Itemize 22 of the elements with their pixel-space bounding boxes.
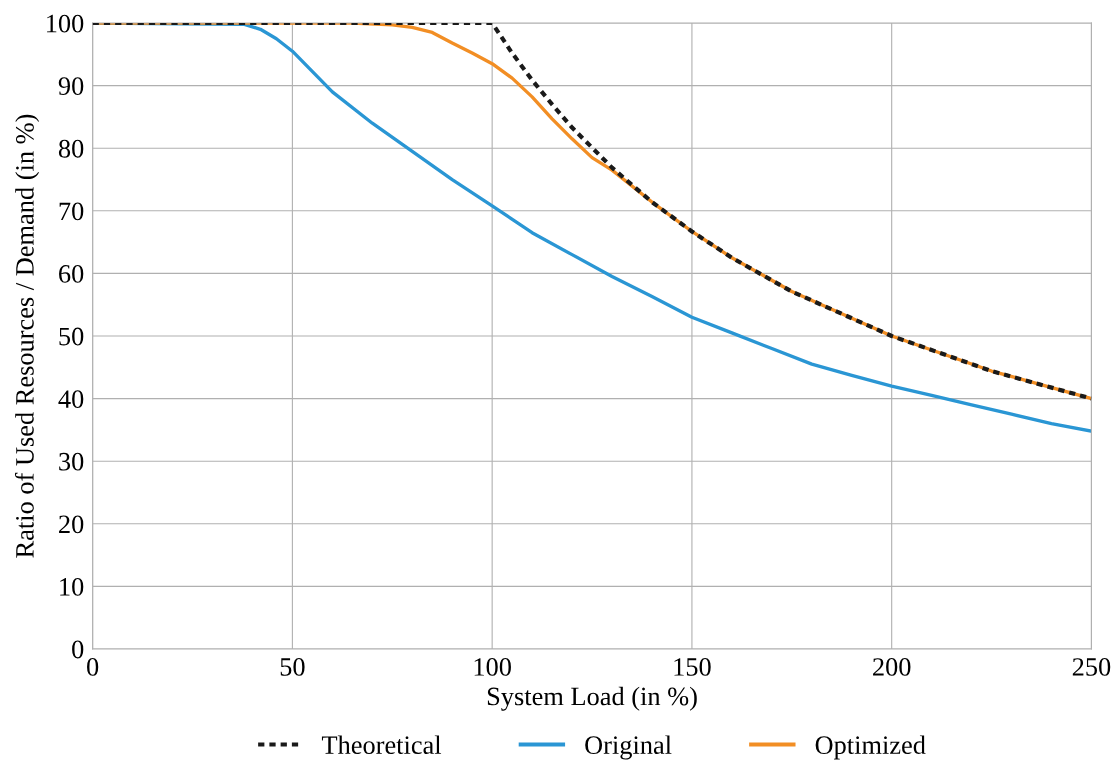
- x-tick-label: 250: [1072, 658, 1111, 676]
- y-tick-label: 70: [59, 202, 84, 221]
- y-tick-label: 30: [59, 452, 84, 471]
- y-tick-label: 80: [58, 139, 84, 158]
- y-tick-label: 100: [47, 14, 84, 33]
- y-tick-label: 20: [59, 515, 84, 534]
- y-tick-label: 60: [59, 265, 84, 283]
- y-tick-label: 10: [60, 577, 84, 596]
- y-tick-label: 90: [58, 77, 84, 96]
- y-tick-label: 50: [59, 327, 84, 346]
- x-tick-label: 50: [280, 658, 305, 676]
- legend-label: Theoretical: [321, 735, 442, 755]
- x-tick-label: 200: [873, 658, 911, 676]
- x-tick-label: 150: [674, 658, 711, 676]
- legend-label: Optimized: [815, 735, 926, 760]
- x-axis-title: System Load (in %): [487, 686, 697, 711]
- y-tick-label: 0: [72, 640, 84, 659]
- y-tick-label: 40: [58, 390, 84, 409]
- legend-label: Original: [585, 735, 672, 760]
- x-tick-label: 0: [87, 658, 99, 676]
- x-tick-label: 100: [474, 658, 511, 676]
- y-axis-title: Ratio of Used Resources / Demand (in %): [14, 114, 40, 558]
